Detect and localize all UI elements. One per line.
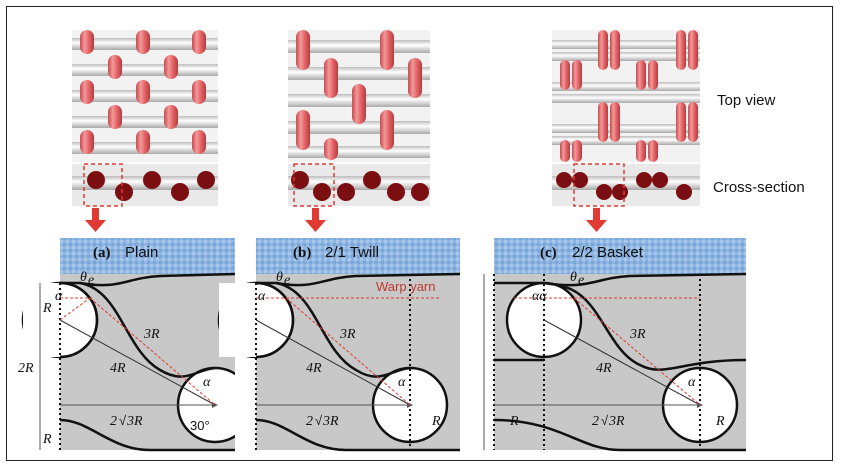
panel-c-letter: (c) <box>540 245 557 261</box>
top-view-label: Top view <box>717 92 776 109</box>
panel-b-letter: (b) <box>293 245 311 261</box>
r-label: R <box>42 301 52 316</box>
sqrt-suffix: 3R <box>126 414 143 429</box>
down-arrow-icon <box>586 208 607 232</box>
svg-text:√: √ <box>315 413 323 428</box>
four-r-label: 4R <box>306 361 322 376</box>
theta-sub: e <box>284 273 290 288</box>
panel-a-letter: (a) <box>93 245 111 261</box>
cross-section-basket: (c) 2/2 Basket θ e αα 3R 4R α R 2 √ 3R R <box>483 238 747 452</box>
cross-section-label: Cross-section <box>713 179 805 196</box>
alpha-label: α <box>688 375 696 390</box>
four-r-label: 4R <box>596 361 612 376</box>
alpha-label: α <box>203 375 211 390</box>
warp-yarn-label: Warp yarn <box>376 279 435 294</box>
down-arrow-icon <box>85 208 106 232</box>
theta-label: θ <box>570 270 577 285</box>
cross-section-plain: (a) Plain θ e R α 3R 4R 2R α 30° 2 √ 3R … <box>18 238 265 452</box>
svg-text:√: √ <box>601 413 609 428</box>
three-r-label: 3R <box>629 327 646 342</box>
alpha-label: α <box>55 289 63 304</box>
cross-section-twill: (b) 2/1 Twill Warp yarn θ e α 3R 4R α 2 … <box>217 238 461 452</box>
r-label: R <box>715 414 725 429</box>
theta-sub: e <box>578 273 584 288</box>
down-arrow-icon <box>305 208 326 232</box>
panel-b-name: 2/1 Twill <box>325 244 379 261</box>
theta-label: θ <box>276 270 283 285</box>
alpha-label: α <box>398 375 406 390</box>
sqrt-prefix: 2 <box>592 414 599 429</box>
r-label: R <box>431 414 441 429</box>
three-r-label: 3R <box>143 327 160 342</box>
four-r-label: 4R <box>110 361 126 376</box>
top-view-twill <box>288 30 430 207</box>
panel-c-name: 2/2 Basket <box>572 244 644 261</box>
angle-label: 30° <box>190 418 210 433</box>
alpha-label: α <box>258 289 266 304</box>
panel-a-name: Plain <box>125 244 158 261</box>
svg-text:√: √ <box>119 413 127 428</box>
sqrt-suffix: 3R <box>608 414 625 429</box>
theta-sub: e <box>88 273 94 288</box>
sqrt-suffix: 3R <box>322 414 339 429</box>
sqrt-prefix: 2 <box>306 414 313 429</box>
two-r-label: 2R <box>18 361 34 376</box>
alpha-alpha-label: αα <box>532 289 547 304</box>
sqrt-prefix: 2 <box>110 414 117 429</box>
top-view-basket <box>552 30 700 207</box>
r-label: R <box>42 432 52 447</box>
r-label: R <box>509 414 519 429</box>
theta-label: θ <box>80 270 87 285</box>
top-view-plain <box>72 30 218 207</box>
three-r-label: 3R <box>339 327 356 342</box>
